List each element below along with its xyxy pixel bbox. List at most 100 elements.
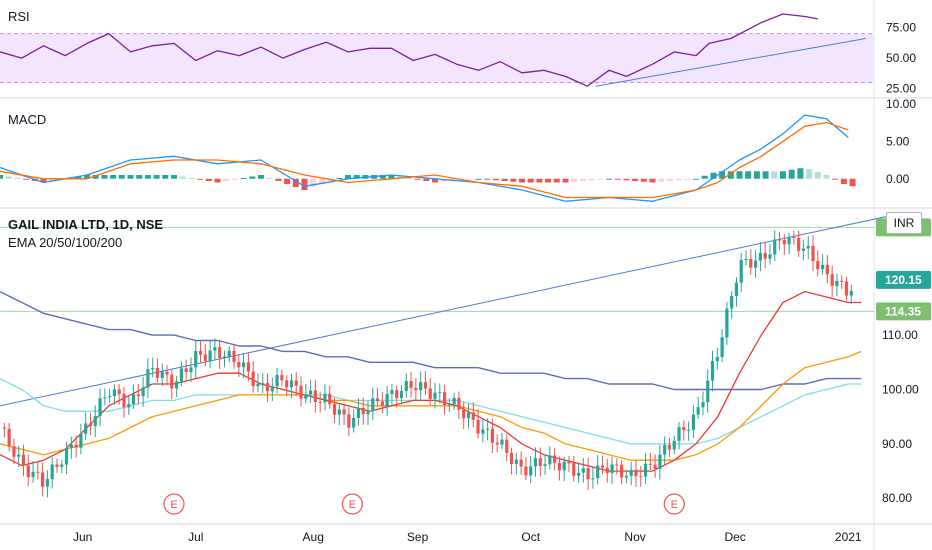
symbol-title[interactable]: GAIL INDIA LTD, 1D, NSE [8, 217, 164, 232]
macd-histogram-bar [597, 178, 604, 180]
candle-body [270, 386, 274, 392]
candle-body [213, 347, 217, 351]
macd-histogram-bar [240, 178, 247, 179]
candle-body [198, 351, 203, 355]
candle-body [653, 464, 657, 469]
candle-body [677, 427, 681, 441]
candle-body [758, 252, 762, 261]
candle-body [356, 407, 361, 418]
candle-body [380, 401, 384, 406]
macd-histogram-bar [75, 176, 82, 179]
time-axis-label: 2021 [835, 530, 862, 544]
macd-histogram-bar [92, 175, 99, 179]
candle-body [375, 398, 380, 402]
macd-histogram-bar [849, 178, 856, 187]
macd-histogram-bar [127, 175, 134, 179]
macd-histogram-bar [771, 171, 778, 179]
time-axis-label: Oct [521, 530, 540, 544]
candle-body [663, 444, 667, 455]
candle-body [777, 239, 782, 241]
candle-body [753, 260, 758, 268]
candle-body [787, 237, 791, 245]
candle-body [763, 252, 767, 259]
macd-histogram-bar [545, 178, 552, 183]
candle-body [605, 467, 609, 473]
candle-body [691, 414, 695, 430]
candle-body [366, 411, 370, 415]
candle-body [576, 472, 581, 476]
macd-histogram-bar [649, 178, 656, 183]
candle-body [41, 472, 45, 487]
macd-histogram-bar [205, 178, 212, 181]
rsi-line [0, 13, 818, 87]
macd-title: MACD [8, 112, 47, 127]
candle-body [399, 391, 404, 399]
candle-body [519, 459, 523, 467]
candle-body [60, 464, 64, 467]
macd-histogram-bar [501, 178, 508, 181]
candle-body [849, 291, 853, 296]
macd-histogram-bar [153, 175, 160, 179]
macd-histogram-bar [231, 178, 238, 180]
candle-body [155, 367, 160, 378]
macd-tick-label: 10.00 [886, 97, 916, 111]
candle-body [524, 466, 528, 476]
candle-body [371, 398, 375, 412]
candle-body [79, 433, 83, 448]
price-tick-label: 100.00 [882, 382, 919, 396]
earnings-marker [663, 493, 685, 515]
level-label-bg [876, 302, 931, 321]
macd-histogram-bar [466, 178, 473, 180]
candle-body [720, 337, 724, 358]
macd-histogram-bar [606, 178, 612, 180]
macd-histogram-bar [275, 178, 282, 181]
candle-body [648, 463, 652, 465]
candle-body [509, 452, 514, 464]
candle-body [643, 463, 648, 477]
candle-body [471, 412, 475, 420]
macd-histogram-bar [666, 178, 673, 181]
macd-histogram-bar [84, 175, 90, 179]
candle-body [323, 393, 327, 403]
candle-body [265, 383, 270, 392]
macd-histogram-bar [284, 178, 291, 184]
candle-body [21, 454, 26, 466]
earnings-marker [163, 493, 185, 515]
last-price-label: 120.15 [885, 273, 922, 287]
candle-body [112, 389, 117, 397]
ema-legend[interactable]: EMA 20/50/100/200 [8, 235, 123, 250]
candle-body [409, 381, 413, 388]
last-price-bg [876, 270, 931, 289]
candle-body [160, 371, 164, 378]
signal-line [0, 121, 849, 199]
candle-body [715, 357, 719, 362]
candle-body [26, 465, 30, 478]
candle-body [146, 369, 150, 388]
macd-histogram-bar [423, 178, 430, 181]
macd-histogram-bar [814, 172, 821, 179]
candle-body [337, 409, 341, 415]
candle-body [98, 398, 102, 417]
macd-histogram-bar [658, 178, 665, 182]
candle-body [136, 394, 140, 397]
candle-body [596, 465, 600, 479]
candle-body [433, 392, 437, 400]
candle-body [55, 464, 59, 467]
candle-body [203, 354, 207, 361]
candle-body [773, 239, 777, 255]
candle-body [591, 478, 595, 480]
time-axis-label: Aug [303, 530, 324, 544]
candle-body [256, 383, 260, 387]
macd-histogram-bar [745, 171, 752, 179]
currency-badge[interactable]: INR [886, 212, 922, 234]
rsi-title: RSI [8, 9, 30, 24]
candle-body [208, 350, 212, 361]
candle-body [567, 461, 571, 464]
candle-body [242, 362, 246, 368]
macd-tick-label: 5.00 [886, 134, 910, 148]
time-axis-label: Nov [624, 530, 645, 544]
candle-body [620, 464, 624, 478]
time-axis-label: Dec [724, 530, 745, 544]
macd-histogram-bar [14, 178, 21, 179]
